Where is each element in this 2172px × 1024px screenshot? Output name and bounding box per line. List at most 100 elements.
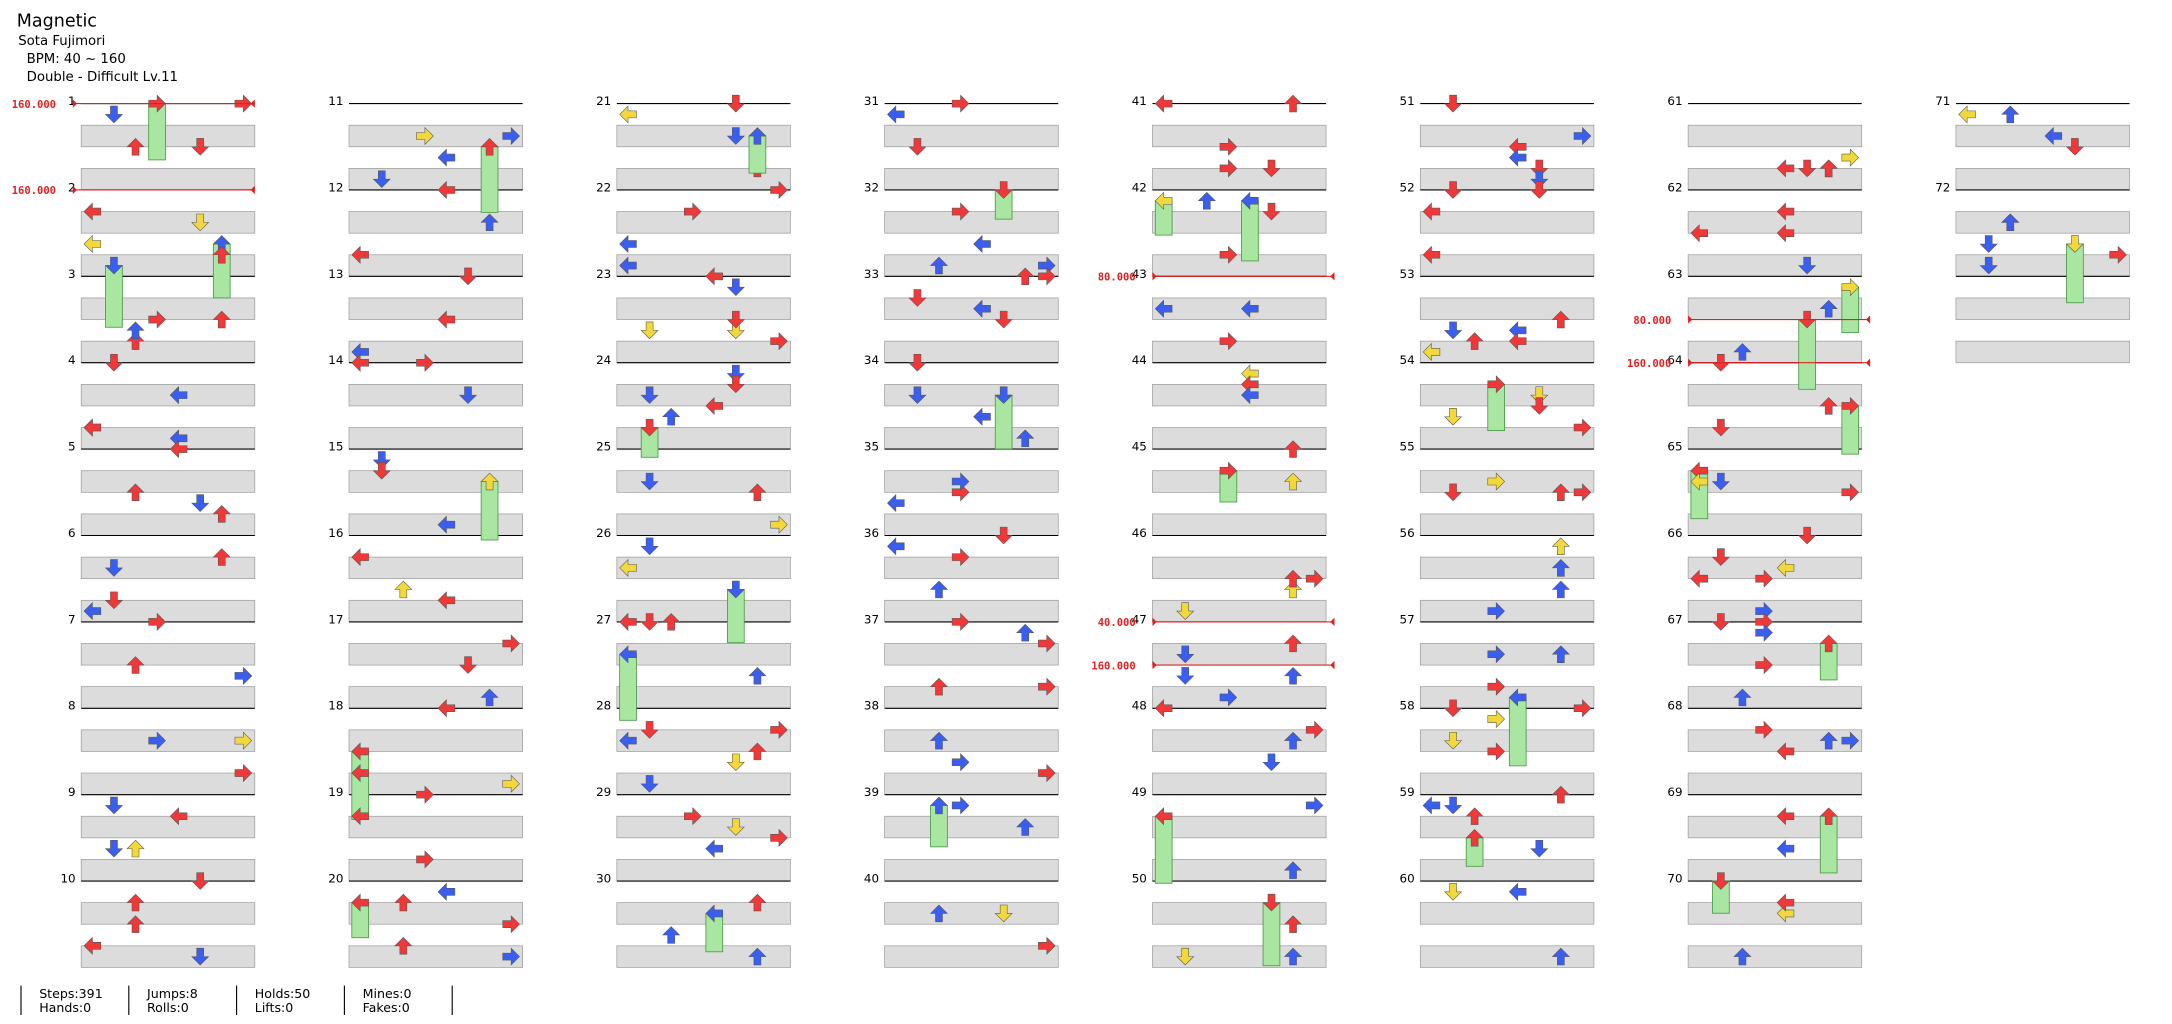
measure-number: 27 <box>596 612 611 626</box>
beat-band <box>616 945 791 968</box>
note <box>640 321 659 340</box>
measure-number: 41 <box>1132 94 1147 108</box>
note <box>1443 796 1463 815</box>
note <box>1038 763 1056 783</box>
beat-band <box>1687 470 1863 493</box>
hold <box>480 146 499 213</box>
stat: Holds:50 <box>255 986 310 1001</box>
note <box>973 234 991 254</box>
beat-band <box>1419 211 1595 234</box>
note <box>1219 245 1238 264</box>
note <box>148 731 166 750</box>
stat: Jumps:8 <box>146 986 198 1001</box>
beat-band <box>1687 556 1863 580</box>
beat-band <box>1687 211 1863 234</box>
measure-number: 24 <box>596 353 611 367</box>
beat-band <box>1955 297 2130 320</box>
beat-band <box>616 859 791 882</box>
beat-band <box>616 556 791 580</box>
measure-number: 6 <box>68 526 76 540</box>
note <box>104 256 124 275</box>
stat: Hands:0 <box>39 1000 91 1015</box>
measure-number: 54 <box>1400 353 1415 367</box>
beat-band <box>348 297 523 320</box>
note <box>619 105 637 124</box>
note <box>416 850 434 869</box>
stat: Mines:0 <box>363 986 412 1001</box>
note <box>83 936 102 955</box>
beat-band <box>80 383 256 407</box>
measure-number: 50 <box>1132 871 1147 885</box>
hold <box>1262 902 1281 967</box>
beat-band <box>80 945 256 968</box>
note <box>1283 569 1303 588</box>
measure-number: 21 <box>596 94 611 108</box>
note <box>1711 548 1730 566</box>
measure-number: 29 <box>596 785 611 799</box>
beat-band <box>348 729 523 752</box>
beat-band <box>1419 254 1595 277</box>
beat-band <box>1687 902 1863 925</box>
note <box>1422 202 1441 221</box>
note <box>191 138 210 156</box>
beat-band <box>348 643 523 666</box>
note <box>437 591 456 610</box>
note <box>1283 667 1303 685</box>
note <box>1283 440 1303 458</box>
note <box>1038 267 1056 286</box>
note <box>1841 148 1860 167</box>
note <box>1283 861 1303 879</box>
beat-band <box>884 383 1059 407</box>
note <box>351 807 369 826</box>
note <box>1798 256 1817 275</box>
note <box>191 494 210 512</box>
measure-number: 47 <box>1132 612 1147 626</box>
note <box>1487 375 1505 394</box>
beat-band <box>80 470 256 493</box>
note <box>1487 602 1505 621</box>
beat-band <box>1152 902 1327 925</box>
bpm-label: 160.000 <box>12 185 56 197</box>
note <box>351 893 369 912</box>
note <box>748 127 767 145</box>
note <box>640 472 659 491</box>
note <box>83 202 102 221</box>
note <box>1487 677 1505 696</box>
note <box>1508 332 1527 351</box>
beat-band <box>1152 470 1327 493</box>
note <box>887 537 905 556</box>
note <box>951 94 970 113</box>
note <box>662 613 681 631</box>
canvas: Magnetic Sota Fujimori BPM: 40 ~ 160 Dou… <box>12 12 2130 1015</box>
note <box>1443 94 1463 113</box>
note <box>929 731 949 750</box>
beat-band <box>1152 340 1327 364</box>
beat-band <box>1152 297 1327 320</box>
note <box>1690 569 1709 588</box>
measure-number: 60 <box>1400 871 1415 885</box>
note <box>502 634 520 653</box>
beat-band <box>884 859 1059 882</box>
note <box>1573 126 1592 146</box>
measure-number: 49 <box>1132 785 1147 799</box>
measure-number: 58 <box>1400 699 1415 713</box>
beat-band <box>884 686 1059 709</box>
note <box>1219 688 1238 707</box>
beat-band <box>80 124 256 148</box>
note <box>770 180 788 200</box>
beat-band <box>1152 254 1327 277</box>
beat-band <box>80 168 256 191</box>
beat-band <box>1955 124 2130 148</box>
note <box>1219 461 1238 480</box>
note <box>684 807 702 826</box>
beat-band <box>1687 427 1863 450</box>
bpm-label: 80.000 <box>1633 315 1671 327</box>
note <box>929 796 949 815</box>
note <box>351 742 369 761</box>
beat-band <box>884 815 1059 839</box>
note <box>1038 634 1056 653</box>
note <box>748 742 767 761</box>
beat-band <box>616 815 791 839</box>
measure-number: 42 <box>1132 180 1147 194</box>
